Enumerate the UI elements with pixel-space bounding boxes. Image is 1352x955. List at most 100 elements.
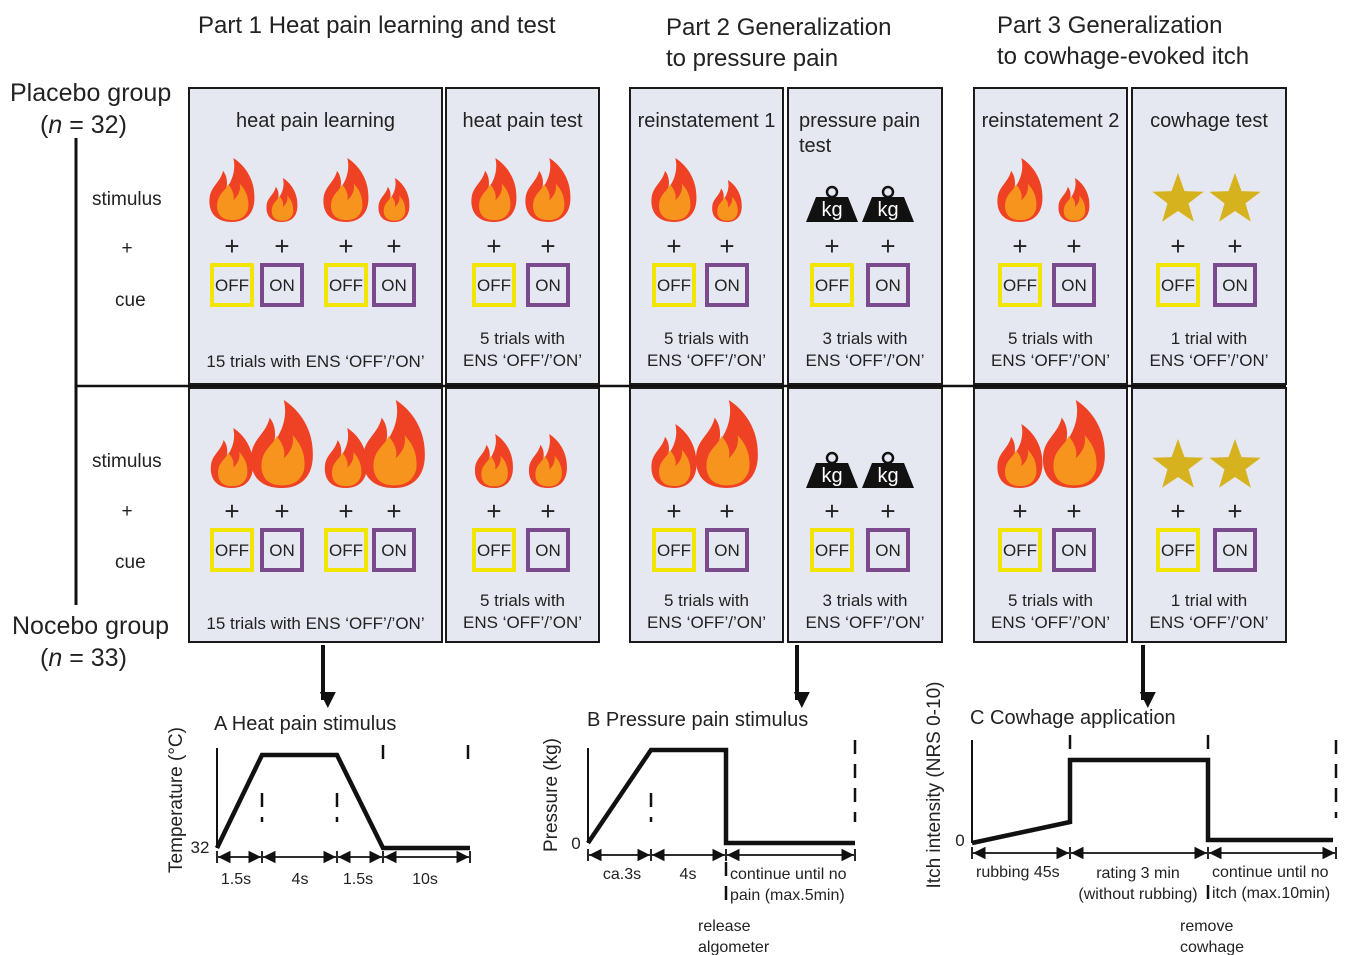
flame-icon <box>651 424 697 488</box>
cue-label: ON <box>1222 276 1248 295</box>
cue-label: ON <box>875 541 901 560</box>
graph-title: C Cowhage application <box>970 707 1176 729</box>
baseline-label: 32 <box>191 838 210 857</box>
star-icon <box>1209 439 1261 488</box>
flame-inner <box>1053 435 1097 486</box>
baseline-label: 0 <box>955 831 964 850</box>
plus-sign: + <box>1012 496 1027 526</box>
cue-box <box>1052 263 1096 307</box>
paren: ( <box>40 111 49 139</box>
plus-sign: + <box>1066 231 1081 261</box>
panel-title: reinstatement 2 <box>982 110 1120 132</box>
panel <box>629 387 784 643</box>
interval-label: rubbing 45s <box>976 864 1060 881</box>
cue-box <box>260 528 304 572</box>
flame-icon <box>525 158 571 222</box>
plus-sign: + <box>274 496 289 526</box>
plus-sign: + <box>1227 496 1242 526</box>
cue-label: ON <box>269 276 295 295</box>
row-label: + <box>121 501 132 522</box>
stimulus-profile <box>971 757 1333 846</box>
flame-icon <box>323 158 369 222</box>
panel-note: 1 trial with <box>1171 329 1248 348</box>
panel <box>787 387 943 643</box>
flame-inner <box>706 435 750 486</box>
cue-box <box>998 528 1042 572</box>
flame-icon <box>209 158 255 222</box>
flame-inner <box>535 455 562 487</box>
cue-label: OFF <box>215 276 249 295</box>
interval-label: 10s <box>412 871 438 888</box>
cue-label: OFF <box>657 276 691 295</box>
cue-box <box>1156 263 1200 307</box>
y-axis-label: Itch intensity (NRS 0-10) <box>924 682 945 889</box>
flame-icon <box>250 400 313 488</box>
cue-box <box>324 528 368 572</box>
cue-label: OFF <box>1161 276 1195 295</box>
plus-sign: + <box>880 231 895 261</box>
flame-icon <box>471 158 517 222</box>
cue-label: OFF <box>815 276 849 295</box>
flame-inner <box>331 452 362 487</box>
panel-note: 5 trials with <box>480 591 565 610</box>
cue-label: ON <box>381 541 407 560</box>
part-title: Part 3 Generalization <box>997 12 1222 39</box>
plus-sign: + <box>666 231 681 261</box>
plus-sign: + <box>486 231 501 261</box>
event-label: remove <box>1180 918 1233 935</box>
y-axis-label: Pressure (kg) <box>541 738 562 852</box>
cue-box <box>652 263 696 307</box>
cue-label: OFF <box>1003 276 1037 295</box>
row-label: cue <box>115 290 146 311</box>
cue-box <box>866 528 910 572</box>
panel <box>787 87 943 385</box>
panel <box>188 87 443 385</box>
cue-label: ON <box>1222 541 1248 560</box>
event-label: cowhage <box>1180 939 1244 955</box>
cue-box <box>866 263 910 307</box>
panel-note: 5 trials with <box>480 329 565 348</box>
stimulus-profile <box>586 747 855 846</box>
panel-note: ENS ‘OFF’/’ON’ <box>806 613 925 632</box>
panel <box>973 87 1128 385</box>
panel-note: ENS ‘OFF’/’ON’ <box>991 351 1110 370</box>
weight-label: kg <box>877 199 898 221</box>
row-label: stimulus <box>92 189 162 210</box>
plus-sign: + <box>824 496 839 526</box>
flame-inner <box>717 196 738 221</box>
weight-icon <box>862 197 914 222</box>
part-title: to cowhage-evoked itch <box>997 43 1249 70</box>
flame-icon <box>1042 400 1105 488</box>
row-label: stimulus <box>92 451 162 472</box>
n-symbol: n <box>48 111 62 139</box>
cue-label: OFF <box>1161 541 1195 560</box>
cue-label: ON <box>1061 541 1087 560</box>
flame-inner <box>1005 183 1037 221</box>
part-title: Part 1 Heat pain learning and test <box>198 12 556 39</box>
cue-box <box>652 528 696 572</box>
graph-title: A Heat pain stimulus <box>214 713 396 735</box>
group-label: Nocebo group <box>12 612 169 640</box>
plus-sign: + <box>1170 496 1185 526</box>
cue-box <box>1213 528 1257 572</box>
flame-icon <box>324 428 368 488</box>
group-size: (n = 32) <box>40 111 127 139</box>
cue-box <box>526 263 570 307</box>
n-symbol: n <box>48 644 62 672</box>
flame-inner <box>217 183 249 221</box>
cue-box <box>210 528 254 572</box>
panel <box>629 87 784 385</box>
panel <box>1131 387 1287 643</box>
panel-note: 5 trials with <box>1008 591 1093 610</box>
flame-inner <box>659 449 691 487</box>
event-label: release <box>698 918 751 935</box>
weight-label: kg <box>821 465 842 487</box>
cue-box <box>998 263 1042 307</box>
interval-label: 1.5s <box>221 871 251 888</box>
interval-label: continue until no <box>730 866 847 883</box>
flame-inner <box>271 195 294 221</box>
plus-sign: + <box>880 496 895 526</box>
cue-label: OFF <box>815 541 849 560</box>
panel-note: ENS ‘OFF’/’ON’ <box>806 351 925 370</box>
